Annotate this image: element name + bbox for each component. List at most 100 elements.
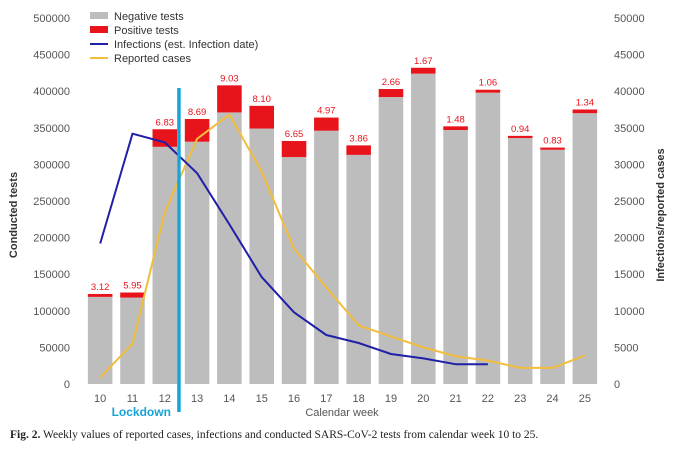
x-tick-label: 22 bbox=[482, 393, 494, 405]
bar-negative bbox=[475, 92, 501, 384]
x-tick-label: 24 bbox=[546, 393, 558, 405]
y-tick-label-left: 0 bbox=[64, 379, 70, 391]
y-tick-label-right: 15000 bbox=[614, 269, 645, 281]
bar-positive bbox=[411, 67, 436, 74]
x-tick-label: 15 bbox=[256, 393, 268, 405]
bar-positive bbox=[572, 109, 598, 114]
bar-negative bbox=[217, 112, 242, 384]
bar-negative bbox=[184, 141, 210, 384]
y-tick-label-right: 45000 bbox=[614, 50, 645, 62]
y-tick-label-right: 40000 bbox=[614, 86, 645, 98]
bar-label: 1.34 bbox=[576, 98, 595, 109]
y-tick-label-left: 200000 bbox=[33, 233, 70, 245]
y-tick-label-left: 450000 bbox=[33, 50, 70, 62]
bar-label: 5.95 bbox=[123, 281, 142, 292]
y-axis-title-left: Conducted tests bbox=[8, 172, 20, 258]
bar-label: 8.10 bbox=[252, 94, 271, 105]
y-tick-label-right: 25000 bbox=[614, 196, 645, 208]
lockdown-label: Lockdown bbox=[112, 405, 171, 419]
bar-label: 6.65 bbox=[285, 129, 304, 140]
legend-swatch bbox=[90, 26, 108, 33]
y-tick-label-left: 50000 bbox=[39, 342, 70, 354]
bar-negative bbox=[378, 97, 404, 384]
y-tick-label-left: 250000 bbox=[33, 196, 70, 208]
legend-label: Reported cases bbox=[114, 53, 192, 65]
x-tick-label: 23 bbox=[514, 393, 526, 405]
bar-negative bbox=[443, 129, 468, 384]
x-tick-label: 17 bbox=[320, 393, 332, 405]
bar-negative bbox=[346, 154, 371, 384]
bar-positive bbox=[184, 119, 210, 142]
figure-caption: Fig. 2. Weekly values of reported cases,… bbox=[10, 429, 680, 441]
legend-label: Infections (est. Infection date) bbox=[114, 39, 258, 51]
y-tick-label-right: 35000 bbox=[614, 123, 645, 135]
line-infections bbox=[99, 132, 488, 366]
y-tick-label-left: 150000 bbox=[33, 269, 70, 281]
bar-label: 1.67 bbox=[414, 56, 433, 67]
caption-text: Weekly values of reported cases, infecti… bbox=[43, 429, 539, 441]
x-tick-label: 20 bbox=[417, 393, 429, 405]
x-tick-label: 25 bbox=[579, 393, 591, 405]
x-tick-label: 14 bbox=[223, 393, 235, 405]
bar-label: 3.12 bbox=[91, 282, 110, 293]
bar-positive bbox=[281, 140, 307, 158]
bar-positive bbox=[249, 105, 274, 129]
y-tick-label-right: 0 bbox=[614, 379, 620, 391]
bar-label: 1.06 bbox=[479, 78, 498, 89]
bar-label: 0.94 bbox=[511, 124, 530, 135]
line-reported-cases bbox=[99, 113, 586, 379]
bar-negative bbox=[507, 138, 533, 384]
bar-positive bbox=[314, 117, 339, 131]
legend-label: Positive tests bbox=[114, 25, 179, 37]
y-tick-label-left: 500000 bbox=[33, 13, 70, 25]
x-tick-label: 19 bbox=[385, 393, 397, 405]
bar-positive bbox=[217, 85, 242, 113]
x-tick-label: 13 bbox=[191, 393, 203, 405]
legend-label: Negative tests bbox=[114, 11, 184, 23]
x-tick-label: 11 bbox=[127, 393, 138, 405]
x-tick-label: 21 bbox=[449, 393, 461, 405]
bar-negative bbox=[540, 149, 565, 384]
y-tick-label-left: 100000 bbox=[33, 306, 70, 318]
bar-positive bbox=[87, 293, 113, 297]
y-tick-label-right: 10000 bbox=[614, 306, 645, 318]
x-axis-title: Calendar week bbox=[305, 407, 379, 419]
chart-svg: 3.12 5.95 6.83 8.69 9.03 8.10 6.65 4.97 3.86 2.66… bbox=[8, 11, 667, 419]
bar-positive bbox=[120, 292, 145, 298]
bar-negative bbox=[249, 128, 274, 384]
x-tick-label: 18 bbox=[353, 393, 365, 405]
x-tick-label: 12 bbox=[159, 393, 171, 405]
bar-label: 0.83 bbox=[543, 136, 562, 147]
bar-negative bbox=[572, 113, 598, 384]
bar-positive bbox=[152, 129, 178, 147]
y-tick-label-right: 20000 bbox=[614, 233, 645, 245]
bar-label: 3.86 bbox=[349, 133, 368, 144]
bar-positive bbox=[507, 135, 533, 139]
y-tick-label-right: 5000 bbox=[614, 342, 638, 354]
bar-label: 6.83 bbox=[156, 117, 175, 128]
x-tick-label: 10 bbox=[94, 393, 106, 405]
bar-positive bbox=[346, 145, 371, 155]
legend-swatch bbox=[90, 12, 108, 19]
bar-positive bbox=[378, 89, 404, 98]
bar-label: 1.48 bbox=[446, 114, 465, 125]
bar-negative bbox=[152, 146, 178, 384]
bar-negative bbox=[314, 130, 339, 384]
bar-label: 2.66 bbox=[382, 77, 401, 88]
bar-negative bbox=[411, 73, 436, 384]
caption-label: Fig. 2. bbox=[10, 429, 41, 441]
y-tick-label-left: 300000 bbox=[33, 159, 70, 171]
bar-negative bbox=[281, 157, 307, 384]
bar-positive bbox=[475, 89, 501, 93]
x-tick-label: 16 bbox=[288, 393, 300, 405]
bar-label: 4.97 bbox=[317, 106, 336, 117]
bar-positive bbox=[540, 147, 565, 150]
chart-figure: 3.12 5.95 6.83 8.69 9.03 8.10 6.65 4.97 3.86 2.66… bbox=[8, 11, 667, 419]
y-tick-label-left: 400000 bbox=[33, 86, 70, 98]
y-tick-label-left: 350000 bbox=[33, 123, 70, 135]
y-axis-title-right: Infections/reported cases bbox=[655, 148, 667, 281]
y-tick-label-right: 30000 bbox=[614, 159, 645, 171]
bar-label: 8.69 bbox=[188, 107, 207, 118]
bar-negative bbox=[87, 296, 113, 384]
bar-positive bbox=[443, 126, 468, 130]
